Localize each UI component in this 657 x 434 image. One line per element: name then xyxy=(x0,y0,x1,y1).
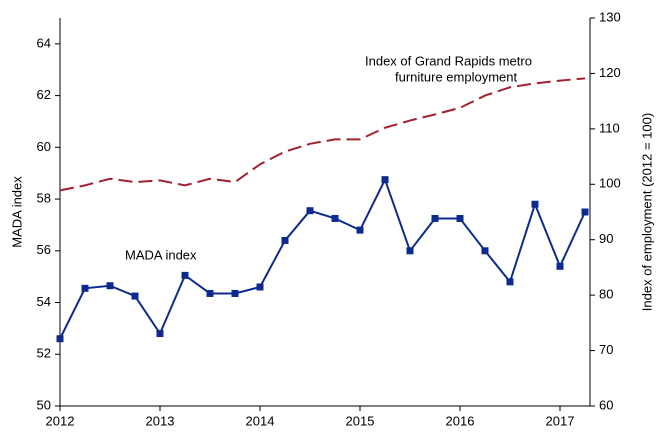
y-tick-label: 54 xyxy=(37,294,51,309)
annotation: Index of Grand Rapids metro xyxy=(365,53,532,68)
x-tick-label: 2017 xyxy=(546,413,575,428)
y-tick-label: 52 xyxy=(37,346,51,361)
marker xyxy=(306,207,314,215)
y-tick-label: 60 xyxy=(37,139,51,154)
marker xyxy=(356,226,364,234)
series-line xyxy=(59,77,586,192)
marker xyxy=(256,283,264,291)
marker xyxy=(556,262,564,270)
series-line xyxy=(59,177,586,340)
marker xyxy=(181,271,189,279)
y2-tick-label: 100 xyxy=(599,176,621,191)
x-tick-label: 2016 xyxy=(446,413,475,428)
y2-tick-label: 60 xyxy=(599,397,613,412)
marker xyxy=(281,236,289,244)
marker xyxy=(206,289,214,297)
x-tick-label: 2013 xyxy=(146,413,175,428)
marker xyxy=(156,330,164,338)
y2-tick-label: 90 xyxy=(599,231,613,246)
y-tick-label: 64 xyxy=(37,35,51,50)
marker xyxy=(106,282,114,290)
marker xyxy=(331,214,339,222)
marker xyxy=(481,247,489,255)
marker xyxy=(406,247,414,255)
marker xyxy=(581,208,589,216)
marker xyxy=(131,292,139,300)
y-axis-label: MADA index xyxy=(9,176,24,248)
x-tick-label: 2014 xyxy=(246,413,275,428)
marker xyxy=(381,176,389,184)
y2-tick-label: 130 xyxy=(599,9,621,24)
marker xyxy=(506,278,514,286)
marker xyxy=(531,200,539,208)
marker xyxy=(431,214,439,222)
y-tick-label: 58 xyxy=(37,191,51,206)
x-tick-label: 2012 xyxy=(46,413,75,428)
y2-tick-label: 120 xyxy=(599,65,621,80)
y2-axis-label: Index of employment (2012 = 100) xyxy=(639,113,654,311)
x-tick-label: 2015 xyxy=(346,413,375,428)
marker xyxy=(56,335,64,343)
marker xyxy=(456,214,464,222)
y-tick-label: 56 xyxy=(37,242,51,257)
y2-tick-label: 80 xyxy=(599,287,613,302)
marker xyxy=(231,289,239,297)
y-tick-label: 50 xyxy=(37,397,51,412)
annotation: MADA index xyxy=(125,247,197,262)
annotation: furniture employment xyxy=(395,69,517,84)
marker xyxy=(81,284,89,292)
y2-tick-label: 70 xyxy=(599,342,613,357)
y2-tick-label: 110 xyxy=(599,120,620,135)
y-tick-label: 62 xyxy=(37,87,51,102)
